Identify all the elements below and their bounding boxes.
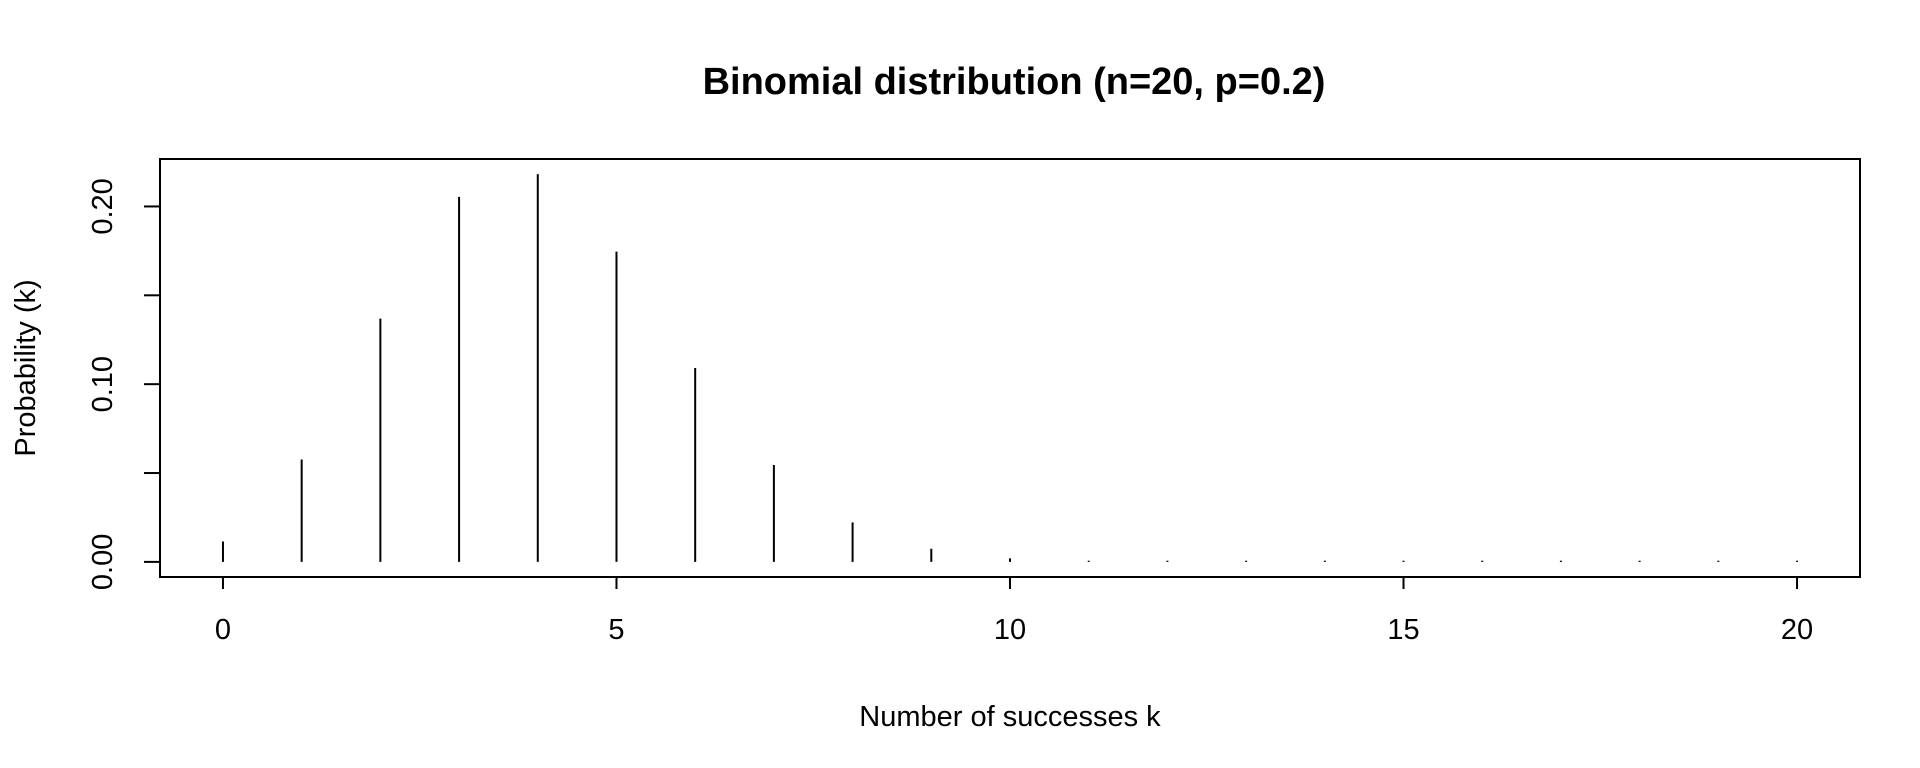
stem-marks (221, 174, 1799, 562)
y-axis: 0.00 0.10 0.20 (87, 178, 160, 590)
x-tick-label: 15 (1387, 614, 1419, 646)
x-tick-label: 0 (215, 614, 231, 646)
plot-frame (159, 158, 1861, 578)
chart-title: Binomial distribution (n=20, p=0.2) (703, 61, 1326, 103)
x-tick-label: 20 (1781, 614, 1813, 646)
y-tick-label: 0.00 (87, 534, 119, 590)
y-tick-label: 0.10 (87, 356, 119, 412)
x-axis: 0 5 10 15 20 (215, 576, 1813, 646)
x-tick-label: 5 (608, 614, 624, 646)
x-axis-label: Number of successes k (859, 701, 1161, 733)
y-tick-label: 0.20 (87, 178, 119, 234)
x-tick-label: 10 (994, 614, 1026, 646)
y-axis-label: Probability (k) (10, 279, 42, 456)
